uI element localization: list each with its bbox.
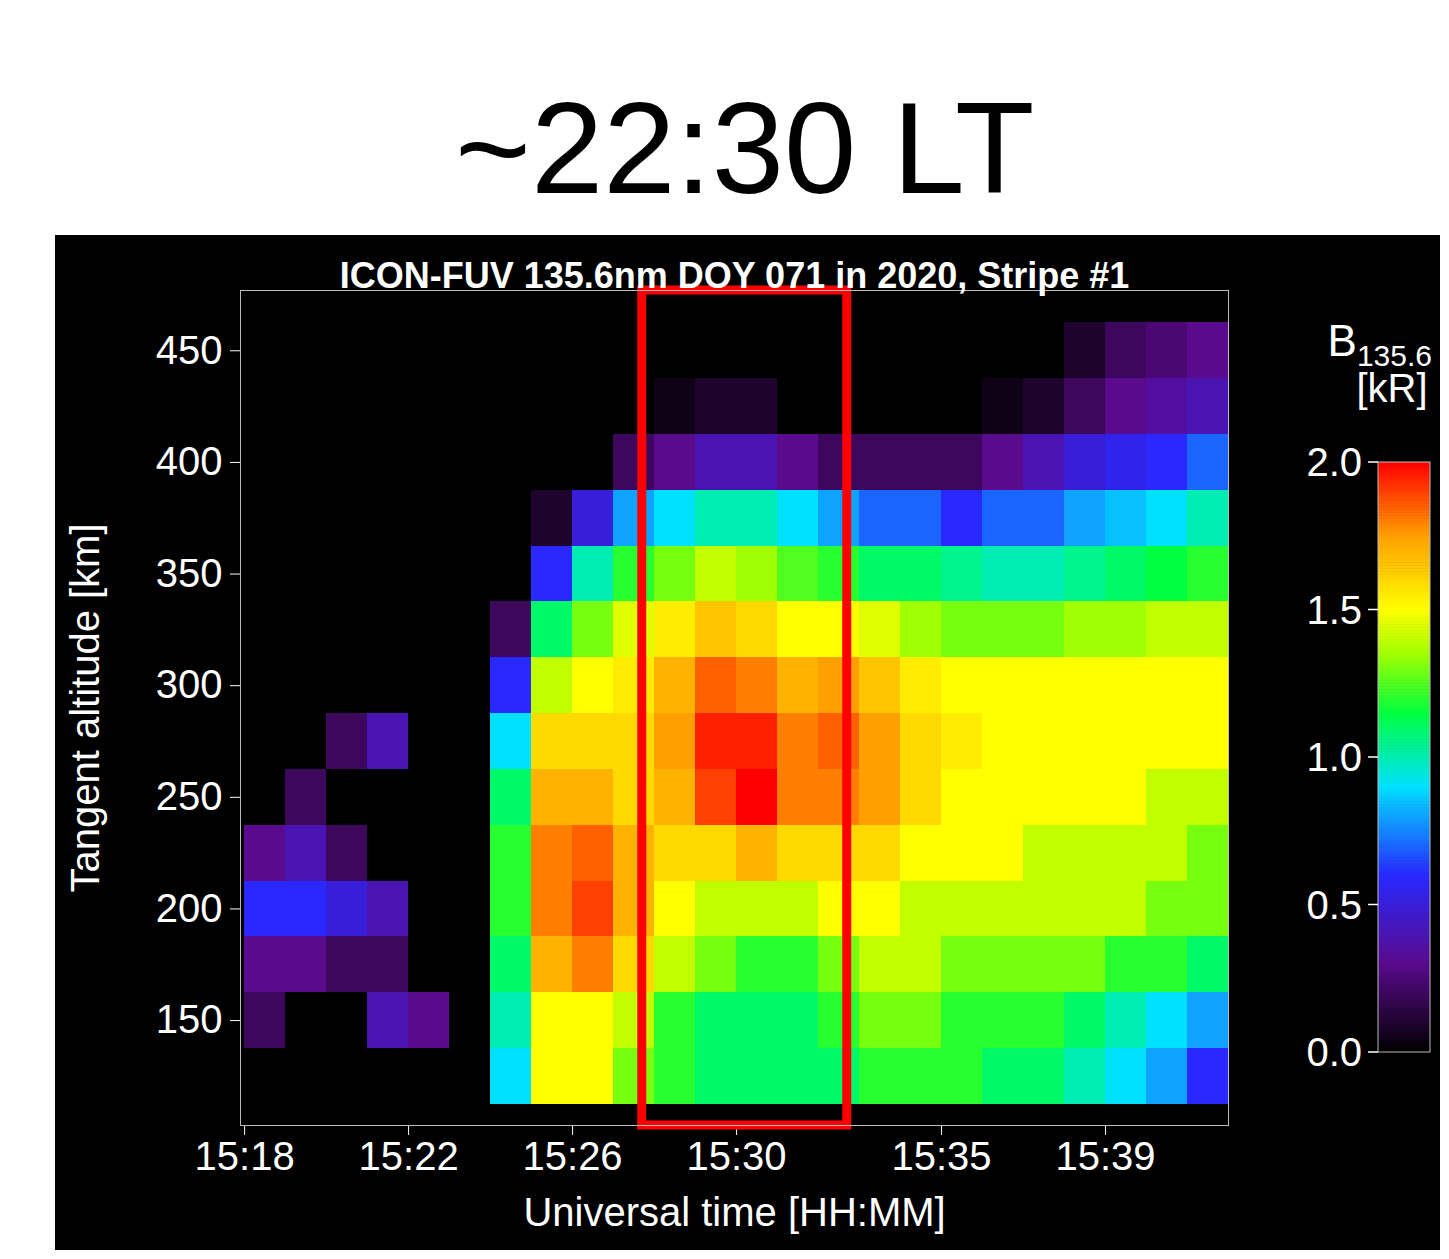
svg-text:Tangent altitude [km]: Tangent altitude [km] bbox=[63, 523, 107, 892]
svg-text:15:35: 15:35 bbox=[891, 1134, 991, 1178]
svg-text:150: 150 bbox=[156, 997, 223, 1041]
svg-text:[kR]: [kR] bbox=[1356, 366, 1427, 410]
svg-text:~22:30 LT: ~22:30 LT bbox=[455, 75, 1034, 221]
svg-text:450: 450 bbox=[156, 328, 223, 372]
svg-text:350: 350 bbox=[156, 551, 223, 595]
svg-text:15:39: 15:39 bbox=[1055, 1134, 1155, 1178]
svg-text:15:18: 15:18 bbox=[195, 1134, 295, 1178]
svg-text:200: 200 bbox=[156, 886, 223, 930]
svg-text:0.5: 0.5 bbox=[1306, 883, 1362, 927]
svg-text:15:22: 15:22 bbox=[359, 1134, 459, 1178]
svg-text:2.0: 2.0 bbox=[1306, 440, 1362, 484]
svg-text:250: 250 bbox=[156, 774, 223, 818]
svg-text:400: 400 bbox=[156, 439, 223, 483]
svg-text:0.0: 0.0 bbox=[1306, 1030, 1362, 1074]
svg-text:1.5: 1.5 bbox=[1306, 588, 1362, 632]
svg-text:ICON-FUV 135.6nm DOY 071 in 20: ICON-FUV 135.6nm DOY 071 in 2020, Stripe… bbox=[340, 255, 1130, 296]
svg-text:Universal time [HH:MM]: Universal time [HH:MM] bbox=[523, 1190, 945, 1234]
svg-text:15:30: 15:30 bbox=[686, 1134, 786, 1178]
svg-text:B135.6: B135.6 bbox=[1328, 316, 1432, 372]
svg-text:300: 300 bbox=[156, 662, 223, 706]
svg-text:15:26: 15:26 bbox=[523, 1134, 623, 1178]
svg-text:1.0: 1.0 bbox=[1306, 735, 1362, 779]
